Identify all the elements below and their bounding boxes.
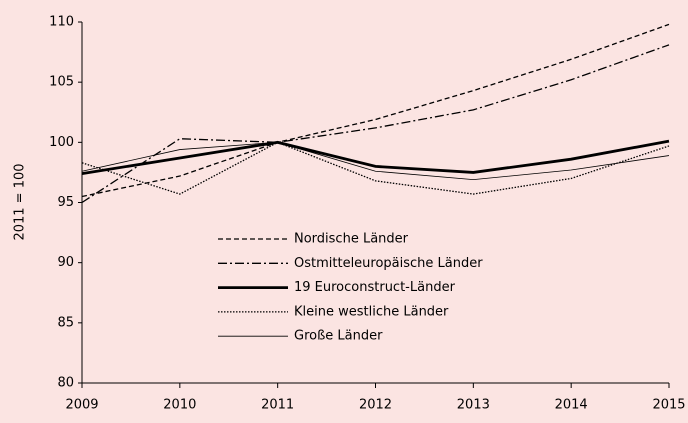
x-tick-label: 2011 [261, 398, 294, 413]
x-tick-label: 2015 [652, 398, 685, 413]
x-tick-label: 2012 [359, 398, 392, 413]
legend-label: Nordische Länder [294, 232, 409, 247]
series-line [81, 44, 670, 204]
y-tick-label: 90 [57, 255, 74, 270]
y-axis-label: 2011 = 100 [13, 163, 28, 240]
legend-label: Kleine westliche Länder [294, 304, 449, 319]
series-line [81, 139, 670, 176]
y-tick-label: 105 [49, 75, 74, 90]
series-line [81, 23, 670, 198]
x-tick-label: 2013 [457, 398, 490, 413]
y-tick-label: 110 [49, 15, 74, 30]
series-line [81, 141, 670, 181]
legend-label: 19 Euroconstruct-Länder [294, 280, 456, 295]
x-tick-label: 2010 [163, 398, 196, 413]
x-tick-label: 2014 [555, 398, 588, 413]
x-tick-label: 2009 [65, 398, 98, 413]
y-tick-label: 100 [49, 135, 74, 150]
y-tick-label: 95 [57, 195, 74, 210]
y-tick-label: 85 [57, 315, 74, 330]
legend-label: Ostmitteleuropäische Länder [294, 256, 483, 271]
y-tick-label: 80 [57, 376, 74, 391]
legend-label: Große Länder [294, 329, 383, 344]
series-line [81, 141, 670, 195]
